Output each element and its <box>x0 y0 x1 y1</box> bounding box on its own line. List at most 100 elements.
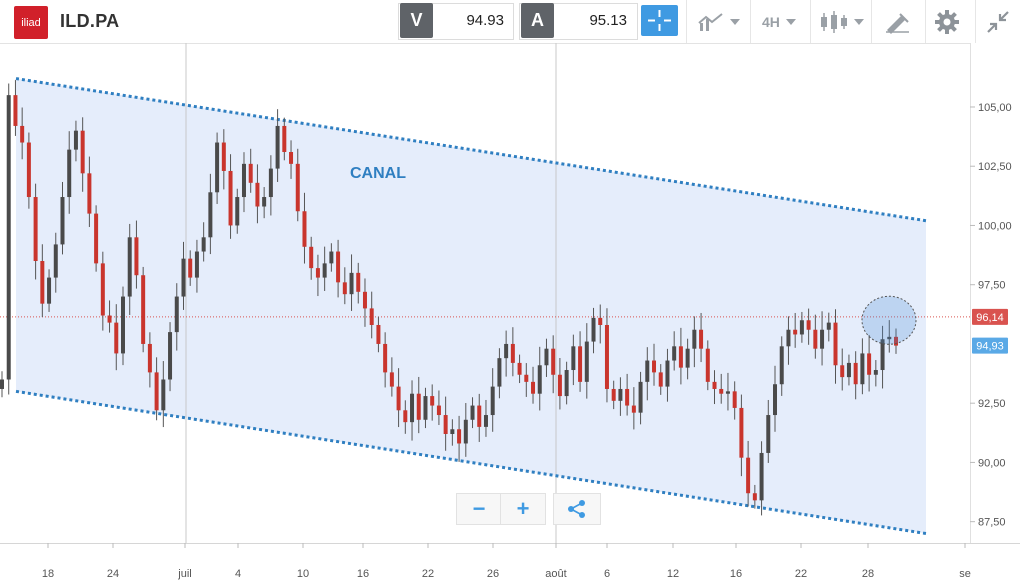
candle <box>120 286 125 366</box>
candle <box>873 360 878 387</box>
candle <box>329 243 334 272</box>
candle <box>618 377 623 416</box>
candlestick-icon <box>821 11 847 33</box>
candles <box>0 80 898 516</box>
candle <box>773 365 778 432</box>
sell-label[interactable]: V <box>400 3 433 38</box>
settings-button[interactable] <box>934 8 960 36</box>
candle <box>403 400 408 434</box>
candle <box>6 83 11 395</box>
candle <box>793 312 798 348</box>
candle <box>685 338 690 380</box>
candle <box>47 269 52 312</box>
share-icon <box>568 500 585 518</box>
candle <box>255 164 260 224</box>
candle <box>450 419 455 446</box>
candle <box>719 373 724 404</box>
x-tick-label: 18 <box>42 568 54 580</box>
x-axis: 18 24 juil 4 10 16 22 26 août 6 12 16 22 28 se <box>0 543 1020 580</box>
x-tick-label: 22 <box>795 568 807 580</box>
y-axis: 105,00 102,50 100,00 97,50 92,50 90,00 87,50 <box>970 102 1012 529</box>
toolbar: iliad ILD.PA V 94.93 A 95.13 4H <box>0 0 1020 44</box>
candle <box>369 291 374 339</box>
candle <box>235 188 240 234</box>
candle <box>389 357 394 397</box>
x-tick-label: 28 <box>862 568 874 580</box>
x-tick-label: 16 <box>357 568 369 580</box>
candle <box>161 361 166 428</box>
candle <box>94 205 99 272</box>
candle <box>127 223 132 316</box>
candle <box>759 441 764 516</box>
gear-icon <box>935 10 959 34</box>
drawing-tools-button[interactable] <box>884 8 910 36</box>
x-tick-label: 16 <box>730 568 742 580</box>
candle <box>725 372 730 411</box>
x-tick-label: 26 <box>487 568 499 580</box>
channel-annotation[interactable]: CANAL <box>350 165 406 182</box>
candle <box>477 393 482 442</box>
candle <box>894 328 898 354</box>
channel-area <box>16 78 926 534</box>
zoom-in-button[interactable]: + <box>500 493 546 525</box>
candle <box>645 347 650 401</box>
price-badges: 96,14 94,93 <box>972 308 1008 354</box>
y-tick-label: 90,00 <box>978 457 1006 469</box>
collapse-button[interactable] <box>986 8 1010 36</box>
share-button[interactable] <box>553 493 601 525</box>
candle <box>181 241 186 310</box>
candle <box>349 254 354 311</box>
candle <box>194 239 199 293</box>
candle <box>846 354 851 386</box>
candle <box>342 267 347 305</box>
price-badge-label: 94,93 <box>976 341 1004 353</box>
price-badge-label: 96,14 <box>976 312 1004 324</box>
candle <box>241 152 246 213</box>
candle <box>860 338 865 395</box>
candle-style-button[interactable] <box>820 8 864 36</box>
highlight-ellipse[interactable] <box>861 295 917 345</box>
candle <box>840 348 845 391</box>
logo-text: iliad <box>21 16 41 29</box>
price-chart[interactable]: CANAL 105,00 102,50 100,00 97,50 92,50 90,00 8… <box>0 43 1020 585</box>
candle <box>443 396 448 451</box>
candle <box>591 307 596 354</box>
candle <box>282 117 287 161</box>
candle <box>631 387 636 430</box>
x-tick-label: août <box>545 568 566 580</box>
candle <box>315 254 320 297</box>
candle <box>652 343 657 386</box>
candle <box>289 140 294 179</box>
candle <box>174 283 179 351</box>
crosshair-icon <box>648 10 671 31</box>
y-tick-label: 100,00 <box>978 220 1012 232</box>
candle <box>383 332 388 388</box>
candle <box>544 338 549 377</box>
line-chart-icon <box>698 13 723 31</box>
chart-type-button[interactable] <box>698 8 740 36</box>
candle <box>578 331 583 392</box>
candle <box>537 346 542 411</box>
candle <box>551 335 556 394</box>
candle <box>611 380 616 410</box>
zoom-out-button[interactable]: − <box>456 493 502 525</box>
candle <box>625 373 630 416</box>
crosshair-button[interactable] <box>641 5 678 36</box>
buy-label[interactable]: A <box>521 3 554 38</box>
candle <box>396 368 401 428</box>
instrument-symbol: ILD.PA <box>60 11 120 31</box>
candle <box>208 173 213 255</box>
candle <box>705 340 710 391</box>
timeframe-button[interactable]: 4H <box>762 8 796 36</box>
candle <box>746 440 751 507</box>
candle <box>833 309 838 384</box>
candle <box>134 220 139 289</box>
candle <box>147 332 152 388</box>
candle <box>376 316 381 353</box>
candle <box>678 327 683 385</box>
drawing-tool-icon <box>886 13 909 34</box>
candle <box>584 323 589 399</box>
candle <box>712 370 717 405</box>
candle <box>322 246 327 291</box>
candle <box>490 368 495 432</box>
